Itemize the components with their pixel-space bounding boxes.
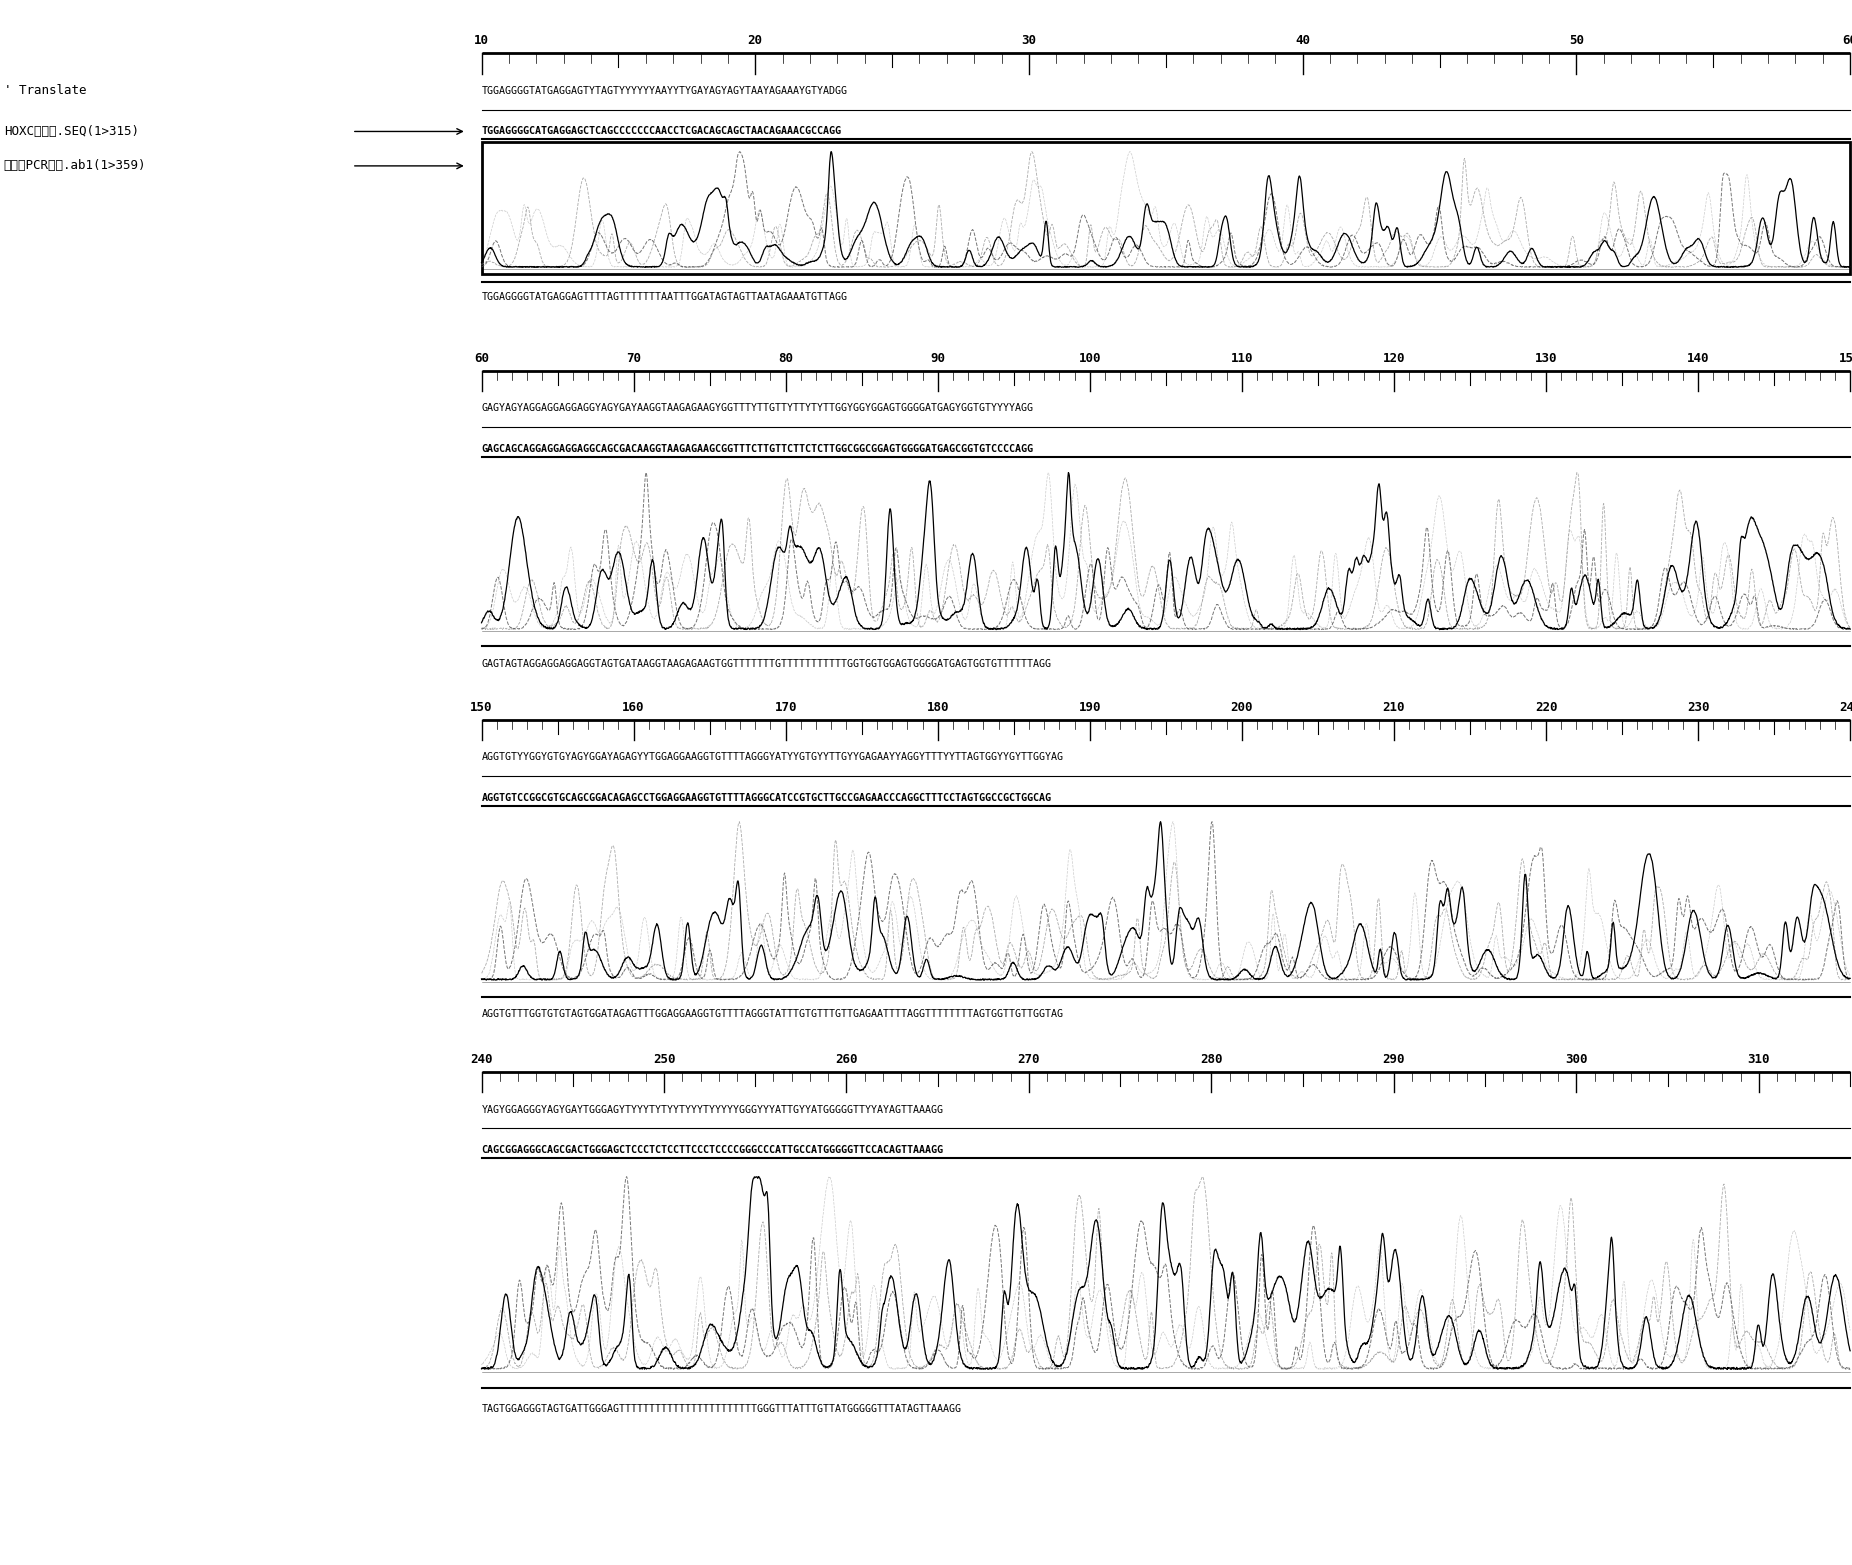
- Text: 290: 290: [1383, 1053, 1406, 1066]
- Text: TGGAGGGGTATGAGGAGTTTTAGTTTTTTTAATTTGGATAGTAGTTAATAGAAATGTTAGG: TGGAGGGGTATGAGGAGTTTTAGTTTTTTTAATTTGGATA…: [482, 293, 848, 302]
- Text: 150: 150: [470, 701, 493, 714]
- Text: 160: 160: [622, 701, 644, 714]
- Text: 20: 20: [748, 34, 763, 47]
- Text: 190: 190: [1078, 701, 1102, 714]
- Text: HOXC原序列.SEQ(1>315): HOXC原序列.SEQ(1>315): [4, 125, 139, 138]
- Text: AGGTGTCCGGCGTGCAGCGGACAGAGCCTGGAGGAAGGTGTTTTAGGGCATCCGTGCTTGCCGAGAACCCAGGCTTTCCT: AGGTGTCCGGCGTGCAGCGGACAGAGCCTGGAGGAAGGTG…: [482, 793, 1052, 803]
- Text: 110: 110: [1230, 352, 1254, 365]
- Text: 260: 260: [835, 1053, 857, 1066]
- Text: YAGYGGAGGGYAGYGAYTGGGAGYTYYYTYTYYTYYYTYYYYYGGGYYYATTGYYATGGGGGTTYYAYAGTTAAAGG: YAGYGGAGGGYAGYGAYTGGGAGYTYYYTYTYYTYYYTYY…: [482, 1105, 943, 1114]
- Text: 180: 180: [926, 701, 948, 714]
- Text: 270: 270: [1019, 1053, 1041, 1066]
- Text: 40: 40: [1295, 34, 1309, 47]
- Text: TAGTGGAGGGTAGTGATTGGGAGTTTTTTTTTTTTTTTTTTTTTTTGGGTTTATTTGTTATGGGGGTTTATAGTTAAAGG: TAGTGGAGGGTAGTGATTGGGAGTTTTTTTTTTTTTTTTT…: [482, 1404, 961, 1413]
- Text: 60: 60: [1843, 34, 1852, 47]
- Text: 120: 120: [1383, 352, 1406, 365]
- Text: 240: 240: [470, 1053, 493, 1066]
- Text: 50: 50: [1569, 34, 1583, 47]
- Text: 修饰后PCR序列.ab1(1>359): 修饰后PCR序列.ab1(1>359): [4, 160, 146, 172]
- Text: 310: 310: [1748, 1053, 1771, 1066]
- Text: 230: 230: [1687, 701, 1709, 714]
- Text: AGGTGTYYGGYGTGYAGYGGAYAGAGYYTGGAGGAAGGTGTTTTAGGGYATYYGTGYYTTGYYGAGAAYYAGGYTTTYYT: AGGTGTYYGGYGTGYAGYGGAYAGAGYYTGGAGGAAGGTG…: [482, 753, 1063, 762]
- Text: ' Translate: ' Translate: [4, 85, 87, 97]
- Text: GAGYAGYAGGAGGAGGAGGYAGYGAYAAGGTAAGAGAAGYGGTTTYTTGTTYTTYTYTTGGYGGYGGAGTGGGGATGAGY: GAGYAGYAGGAGGAGGAGGYAGYGAYAAGGTAAGAGAAGY…: [482, 404, 1033, 413]
- Text: TGGAGGGGCATGAGGAGCTCAGCCCCCCCAACCTCGACAGCAGCTAACAGAAACGCCAGG: TGGAGGGGCATGAGGAGCTCAGCCCCCCCAACCTCGACAG…: [482, 127, 841, 136]
- Text: 100: 100: [1078, 352, 1102, 365]
- Text: CAGCGGAGGGCAGCGACTGGGAGCTCCCTCTCCTTCCCTCCCCGGGCCCATTGCCATGGGGGTTCCACAGTTAAAGG: CAGCGGAGGGCAGCGACTGGGAGCTCCCTCTCCTTCCCTC…: [482, 1146, 943, 1155]
- Text: TGGAGGGGTATGAGGAGTYTAGTYYYYYYAAYYTYGAYAGYAGYTAAYAGAAAYGTYADGG: TGGAGGGGTATGAGGAGTYTAGTYYYYYYAAYYTYGAYAG…: [482, 86, 848, 95]
- Text: 80: 80: [778, 352, 793, 365]
- Bar: [482, 142, 1850, 274]
- Text: 90: 90: [930, 352, 945, 365]
- Text: 240: 240: [1839, 701, 1852, 714]
- Text: 280: 280: [1200, 1053, 1222, 1066]
- Text: 300: 300: [1565, 1053, 1587, 1066]
- Text: 30: 30: [1022, 34, 1037, 47]
- Text: 210: 210: [1383, 701, 1406, 714]
- Text: 150: 150: [1839, 352, 1852, 365]
- Text: 250: 250: [652, 1053, 676, 1066]
- Text: 140: 140: [1687, 352, 1709, 365]
- Text: GAGCAGCAGGAGGAGGAGGCAGCGACAAGGTAAGAGAAGCGGTTTCTTGTTCTTCTCTTGGCGGCGGAGTGGGGATGAGC: GAGCAGCAGGAGGAGGAGGCAGCGACAAGGTAAGAGAAGC…: [482, 444, 1033, 454]
- Text: 130: 130: [1535, 352, 1558, 365]
- Text: AGGTGTTTGGTGTGTAGTGGATAGAGTTTGGAGGAAGGTGTTTTAGGGTATTTGTGTTTGTTGAGAATTTTAGGTTTTTT: AGGTGTTTGGTGTGTAGTGGATAGAGTTTGGAGGAAGGTG…: [482, 1009, 1063, 1019]
- Text: 70: 70: [626, 352, 641, 365]
- Text: GAGTAGTAGGAGGAGGAGGTAGTGATAAGGTAAGAGAAGTGGTTTTTTTGTTTTTTTTTTTGGTGGTGGAGTGGGGATGA: GAGTAGTAGGAGGAGGAGGTAGTGATAAGGTAAGAGAAGT…: [482, 659, 1052, 668]
- Text: 170: 170: [774, 701, 796, 714]
- Text: 220: 220: [1535, 701, 1558, 714]
- Text: 10: 10: [474, 34, 489, 47]
- Text: 60: 60: [474, 352, 489, 365]
- Text: 200: 200: [1230, 701, 1254, 714]
